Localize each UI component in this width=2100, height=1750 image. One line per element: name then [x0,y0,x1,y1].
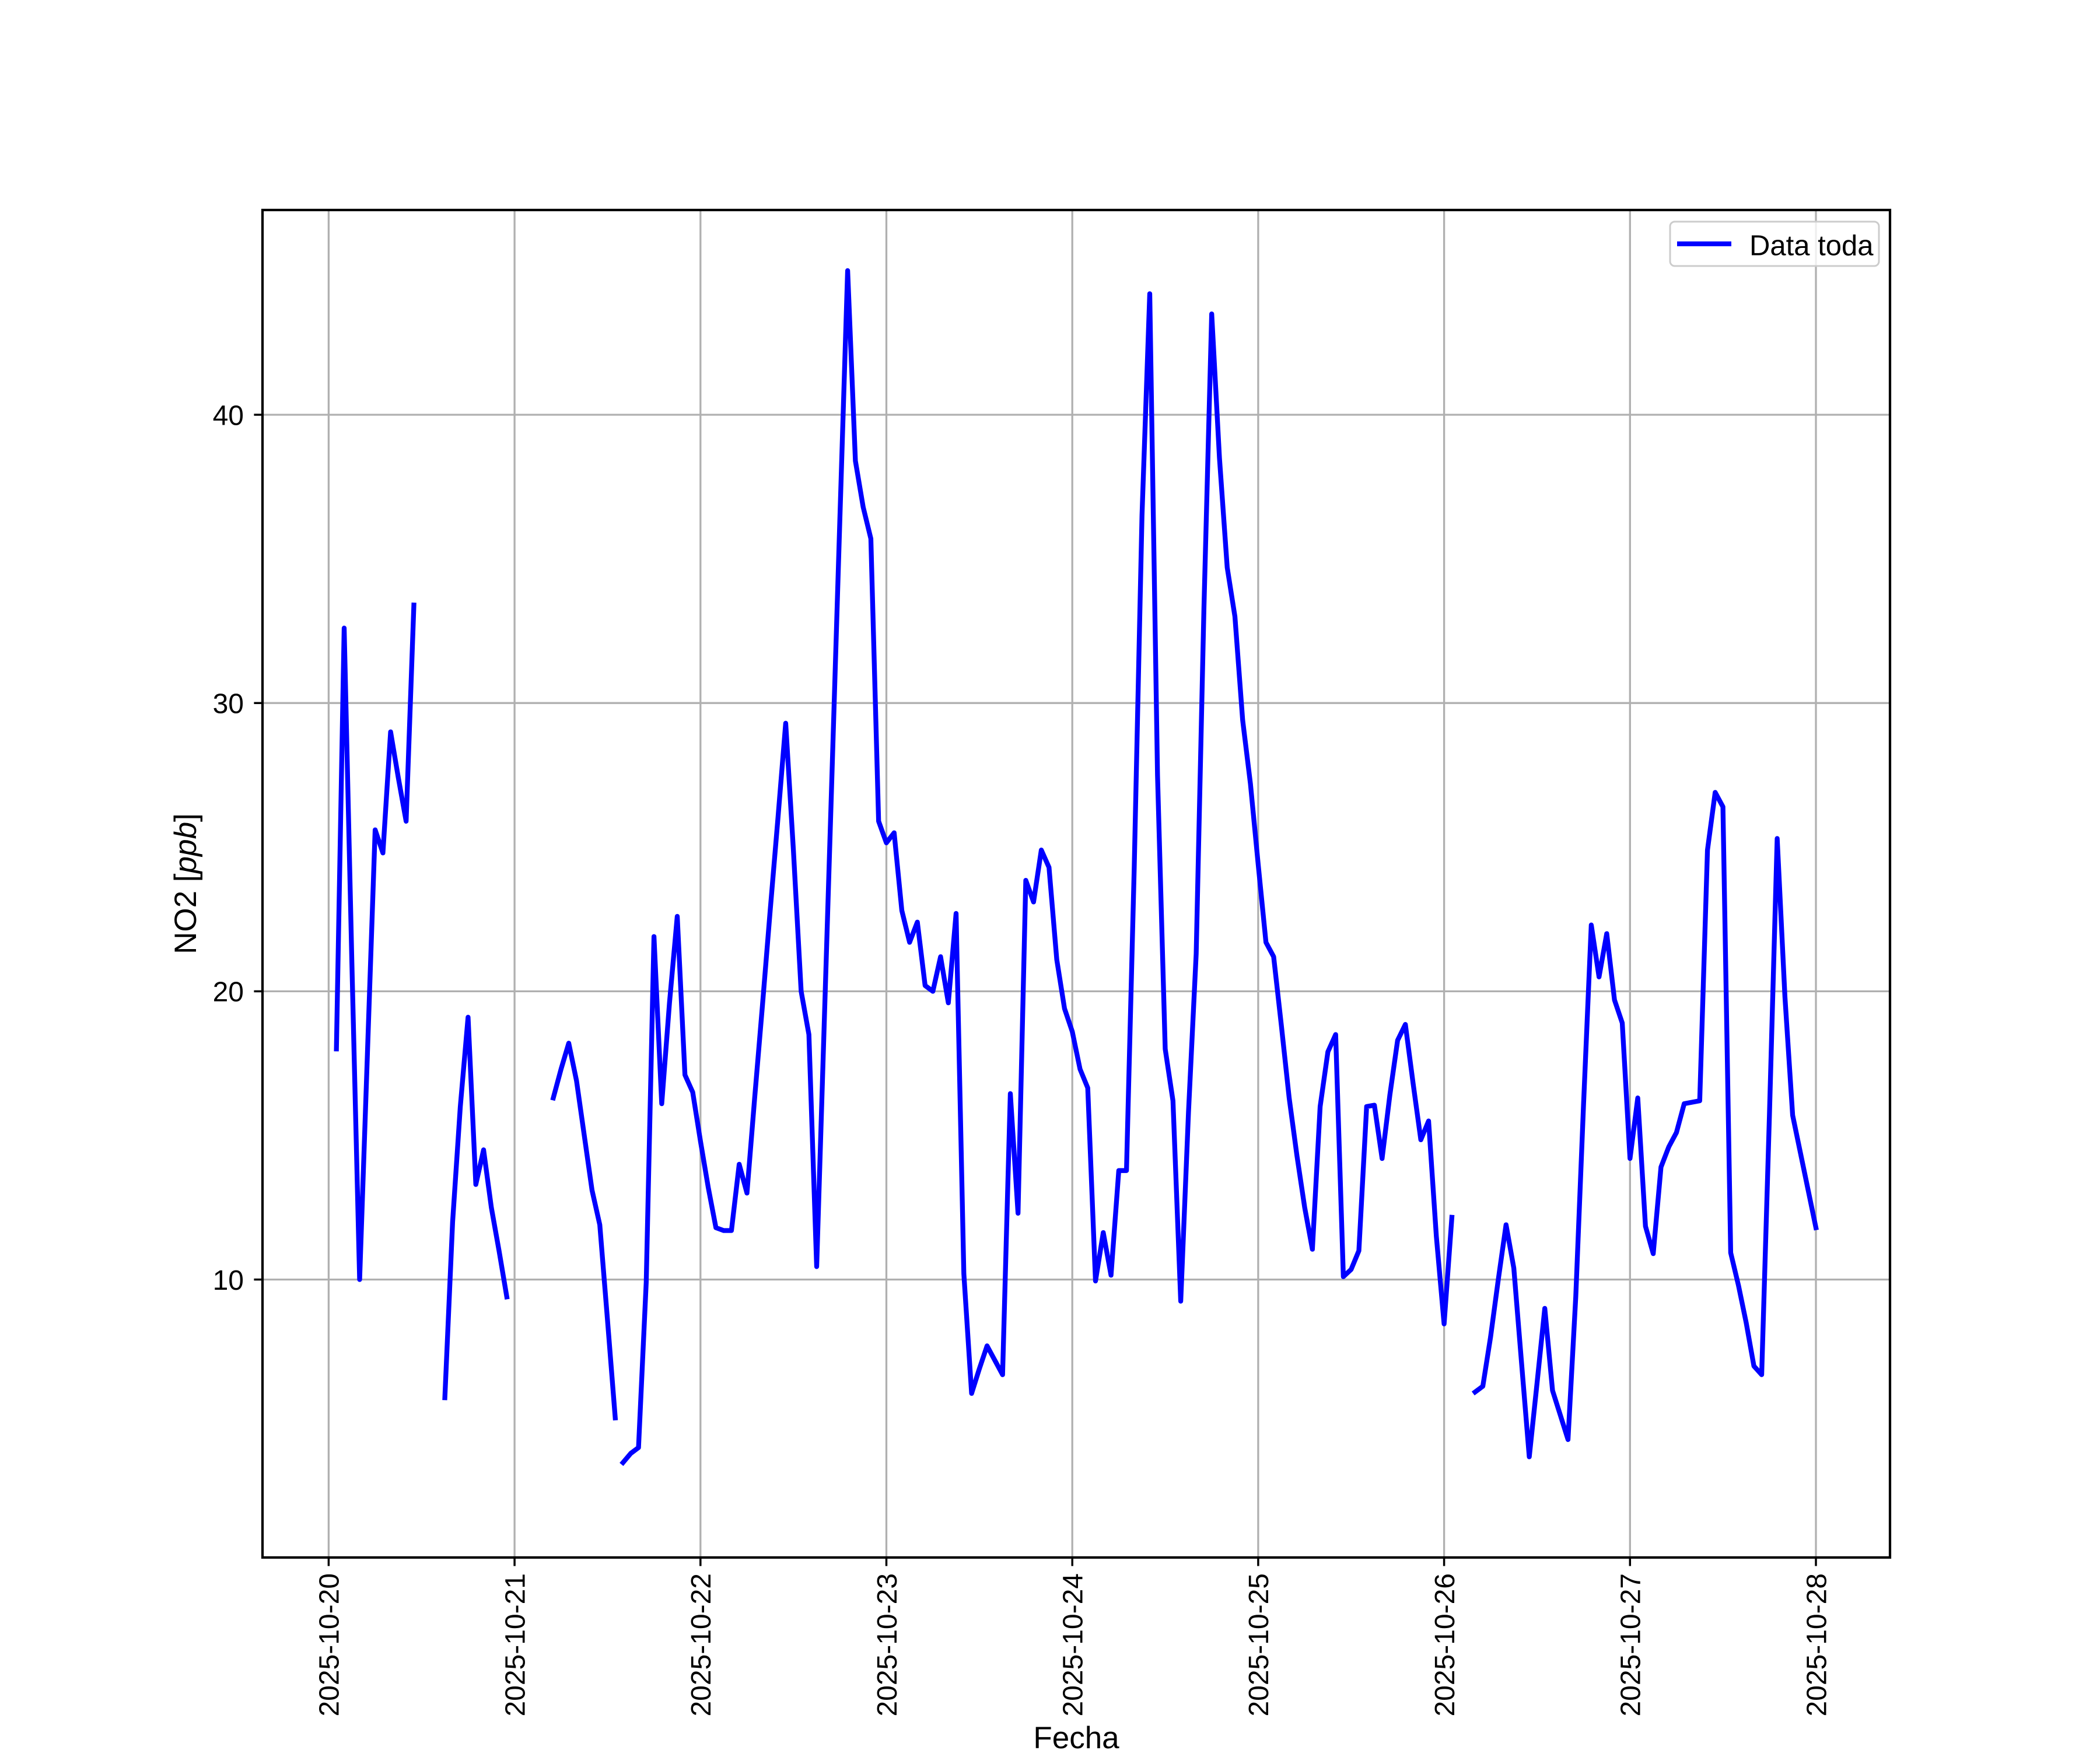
svg-text:Fecha: Fecha [1033,1721,1119,1750]
svg-text:40: 40 [213,400,244,431]
svg-text:2025-10-22: 2025-10-22 [686,1573,717,1717]
svg-text:30: 30 [213,688,244,719]
svg-text:2025-10-27: 2025-10-27 [1616,1573,1647,1717]
svg-text:2025-10-25: 2025-10-25 [1244,1573,1275,1717]
svg-text:2025-10-20: 2025-10-20 [314,1573,345,1717]
svg-text:2025-10-24: 2025-10-24 [1058,1573,1088,1717]
svg-text:2025-10-28: 2025-10-28 [1801,1573,1832,1717]
svg-text:2025-10-26: 2025-10-26 [1430,1573,1461,1717]
svg-text:2025-10-23: 2025-10-23 [872,1573,903,1717]
svg-text:20: 20 [213,977,244,1008]
svg-text:2025-10-21: 2025-10-21 [500,1573,531,1717]
svg-text:NO2 [ppb]: NO2 [ppb] [169,813,203,954]
svg-text:10: 10 [213,1265,244,1296]
svg-text:Data toda: Data toda [1749,230,1874,262]
